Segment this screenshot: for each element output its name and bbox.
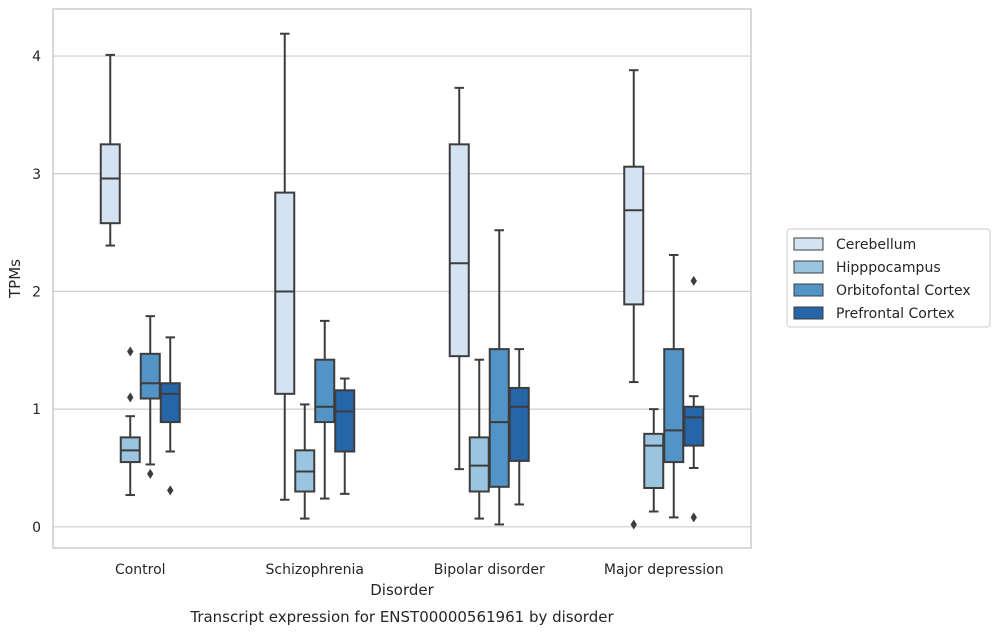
iqr-box — [663, 348, 685, 464]
outlier-point — [127, 346, 134, 357]
x-tick-label: Bipolar disorder — [434, 562, 545, 578]
legend-item-cerebellum[interactable]: Cerebellum — [793, 237, 916, 253]
box-cerebellum — [448, 86, 470, 471]
iqr-box — [508, 386, 530, 462]
y-tick-label: 4 — [32, 49, 41, 65]
iqr-box — [334, 389, 356, 453]
iqr-box — [643, 432, 665, 489]
iqr-box — [139, 352, 161, 400]
box-hipppocampus — [468, 358, 490, 520]
legend-swatch — [793, 306, 824, 320]
x-axis-label: Disorder — [370, 581, 434, 599]
y-tick-label: 1 — [32, 402, 41, 418]
outlier-point — [167, 485, 174, 496]
iqr-box — [274, 191, 296, 395]
legend-label: Hipppocampus — [836, 260, 941, 276]
box-prefrontal-cortex — [334, 377, 356, 495]
box-cerebellum — [274, 32, 296, 501]
legend-item-hipppocampus[interactable]: Hipppocampus — [793, 260, 941, 276]
x-tick-label: Control — [115, 562, 166, 578]
legend-swatch — [793, 260, 824, 274]
iqr-box — [99, 143, 121, 225]
legend-swatch — [793, 283, 824, 297]
iqr-box — [488, 348, 510, 488]
iqr-box — [448, 143, 470, 358]
box-hipppocampus — [294, 403, 316, 520]
box-series — [99, 32, 705, 530]
plot-frame — [52, 8, 752, 549]
box-cerebellum — [99, 53, 121, 247]
y-tick-label: 3 — [32, 167, 41, 183]
legend[interactable]: Cerebellum Hipppocampus Orbitofontal Corte… — [786, 228, 991, 328]
x-tick-label: Major depression — [604, 562, 724, 578]
box-hipppocampus — [643, 408, 665, 513]
iqr-box — [468, 436, 490, 493]
y-tick-label: 2 — [32, 284, 41, 300]
legend-label: Orbitofontal Cortex — [836, 283, 971, 299]
chart-caption: Transcript expression for ENST0000056196… — [189, 608, 614, 626]
outlier-point — [630, 519, 637, 530]
legend-swatch — [793, 237, 824, 251]
outlier-point — [690, 275, 697, 286]
legend-item-orbitofontal-cortex[interactable]: Orbitofontal Cortex — [793, 283, 971, 299]
outlier-point — [147, 468, 154, 479]
iqr-box — [683, 405, 705, 447]
legend-item-prefrontal-cortex[interactable]: Prefrontal Cortex — [793, 306, 955, 322]
outlier-point — [690, 512, 697, 523]
box-prefrontal-cortex — [683, 275, 705, 523]
iqr-box — [159, 382, 181, 424]
legend-label: Prefrontal Cortex — [836, 306, 955, 322]
box-orbitofontal-cortex — [139, 315, 161, 479]
legend-frame — [786, 228, 991, 328]
box-orbitofontal-cortex — [488, 229, 510, 526]
iqr-box — [314, 358, 336, 424]
box-orbitofontal-cortex — [314, 319, 336, 500]
box-orbitofontal-cortex — [663, 253, 685, 519]
box-prefrontal-cortex — [508, 348, 530, 506]
box-hipppocampus — [119, 346, 141, 497]
iqr-box — [623, 165, 645, 306]
x-tick-label: Schizophrenia — [266, 562, 364, 578]
outlier-point — [127, 392, 134, 403]
box-prefrontal-cortex — [159, 336, 181, 496]
y-axis: 0 1 2 3 4 — [32, 49, 41, 536]
box-cerebellum — [623, 69, 645, 530]
y-axis-label: TPMs — [6, 259, 24, 299]
x-axis: Control Schizophrenia Bipolar disorder Majo… — [115, 562, 724, 578]
y-tick-label: 0 — [32, 520, 41, 536]
legend-label: Cerebellum — [836, 237, 916, 253]
